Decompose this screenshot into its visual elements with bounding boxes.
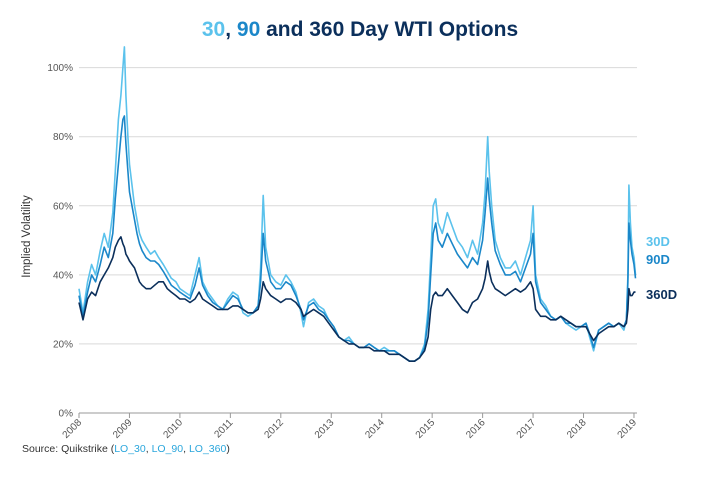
series-line-90d: [78, 115, 637, 363]
series-line-30d: [78, 46, 637, 363]
series-label-360d: 360D: [646, 287, 677, 302]
x-tick-label: 2019: [616, 417, 640, 441]
series-label-90d: 90D: [646, 252, 670, 267]
x-tick-label: 2009: [111, 417, 135, 441]
x-tick-label: 2010: [162, 417, 186, 441]
source-code-link[interactable]: LO_30: [114, 443, 146, 455]
chart-title-part: 30: [201, 18, 226, 41]
x-tick-label: 2016: [464, 417, 488, 441]
y-tick-label: 40%: [53, 270, 73, 281]
chart-title: 30, 90 and 360 Day WTI Options: [0, 18, 720, 42]
x-tick-label: 2015: [414, 417, 438, 441]
x-tick-label: 2008: [61, 417, 85, 441]
chart-title-part: and 360 Day WTI Options: [260, 18, 519, 41]
x-tick-label: 2012: [262, 417, 286, 441]
y-tick-label: 100%: [47, 63, 73, 74]
x-tick-label: 2014: [363, 417, 387, 441]
series-label-30d: 30D: [646, 234, 670, 249]
x-tick-label: 2017: [515, 417, 539, 441]
series-line-360d: [78, 236, 636, 363]
x-tick-label: 2018: [565, 417, 589, 441]
source-note: Source: Quikstrike (LO_30, LO_90, LO_360…: [22, 443, 230, 455]
source-code-link[interactable]: LO_360: [188, 443, 227, 455]
source-suffix: ): [226, 443, 230, 455]
chart-title-part: 90: [236, 18, 261, 41]
x-tick-label: 2011: [212, 417, 235, 440]
chart-title-part: ,: [225, 18, 237, 41]
y-tick-label: 20%: [53, 339, 73, 350]
y-tick-label: 60%: [53, 201, 73, 212]
y-tick-label: 80%: [53, 132, 73, 143]
y-axis-label: Implied Volatility: [21, 195, 33, 278]
source-prefix: Source: Quikstrike (: [22, 443, 115, 455]
source-separator: ,: [183, 443, 189, 455]
source-code-link[interactable]: LO_90: [151, 443, 184, 455]
x-tick-label: 2013: [313, 417, 337, 441]
y-tick-label: 0%: [59, 409, 74, 420]
source-separator: ,: [145, 443, 152, 455]
